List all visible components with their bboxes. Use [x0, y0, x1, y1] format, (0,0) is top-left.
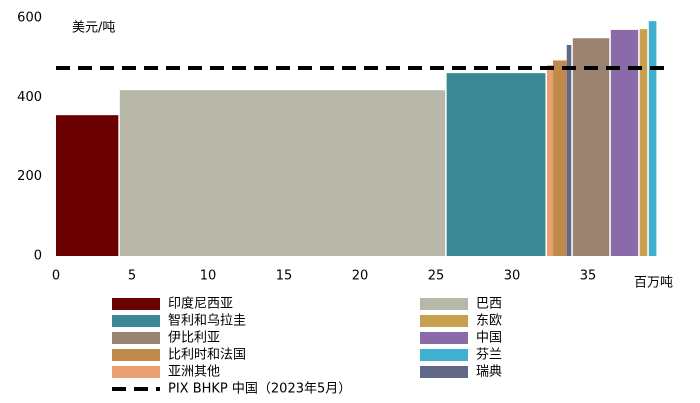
bar — [546, 65, 554, 256]
y-tick-label: 200 — [17, 169, 42, 184]
legend-swatch — [112, 298, 160, 310]
legend-swatch — [112, 332, 160, 344]
bar — [639, 29, 648, 257]
bar — [572, 38, 610, 257]
legend-label: 亚洲其他 — [168, 365, 220, 380]
legend-label: 芬兰 — [476, 348, 502, 363]
bar — [566, 44, 572, 257]
x-axis-label: 百万吨 — [634, 276, 673, 291]
legend-label: 智利和乌拉圭 — [168, 313, 246, 329]
x-tick-label: 20 — [352, 269, 369, 284]
legend-swatch — [420, 349, 468, 361]
bar — [553, 60, 567, 257]
x-tick-label: 15 — [276, 269, 293, 284]
bar — [648, 21, 657, 256]
legend-label: 伊比利亚 — [168, 331, 220, 346]
y-tick-label: 400 — [17, 90, 42, 105]
bar — [56, 115, 119, 256]
legend-swatch — [420, 332, 468, 344]
y-tick-label: 600 — [17, 11, 42, 26]
legend-swatch — [112, 349, 160, 361]
x-tick-label: 10 — [200, 269, 217, 284]
bar — [119, 90, 446, 257]
y-tick-label: 0 — [34, 249, 42, 264]
legend-swatch — [112, 315, 160, 327]
bar — [446, 73, 546, 257]
legend-swatch — [420, 366, 468, 378]
y-axis-label: 美元/吨 — [72, 21, 115, 36]
x-tick-label: 0 — [52, 269, 60, 284]
x-tick-label: 5 — [128, 269, 136, 284]
legend-label: 巴西 — [476, 297, 502, 312]
x-tick-label: 35 — [580, 269, 597, 284]
legend-swatch — [420, 298, 468, 310]
bar — [610, 29, 639, 257]
x-tick-label: 25 — [428, 269, 445, 284]
legend-label: 比利时和法国 — [168, 348, 246, 363]
legend-swatch — [420, 315, 468, 327]
legend-label: 印度尼西亚 — [168, 296, 233, 312]
legend-label: PIX BHKP 中国（2023年5月） — [168, 382, 351, 397]
legend-swatch — [112, 366, 160, 378]
legend-label: 东欧 — [476, 314, 502, 329]
x-tick-label: 30 — [504, 269, 521, 284]
legend-label: 瑞典 — [476, 365, 502, 380]
legend-label: 中国 — [476, 331, 502, 346]
